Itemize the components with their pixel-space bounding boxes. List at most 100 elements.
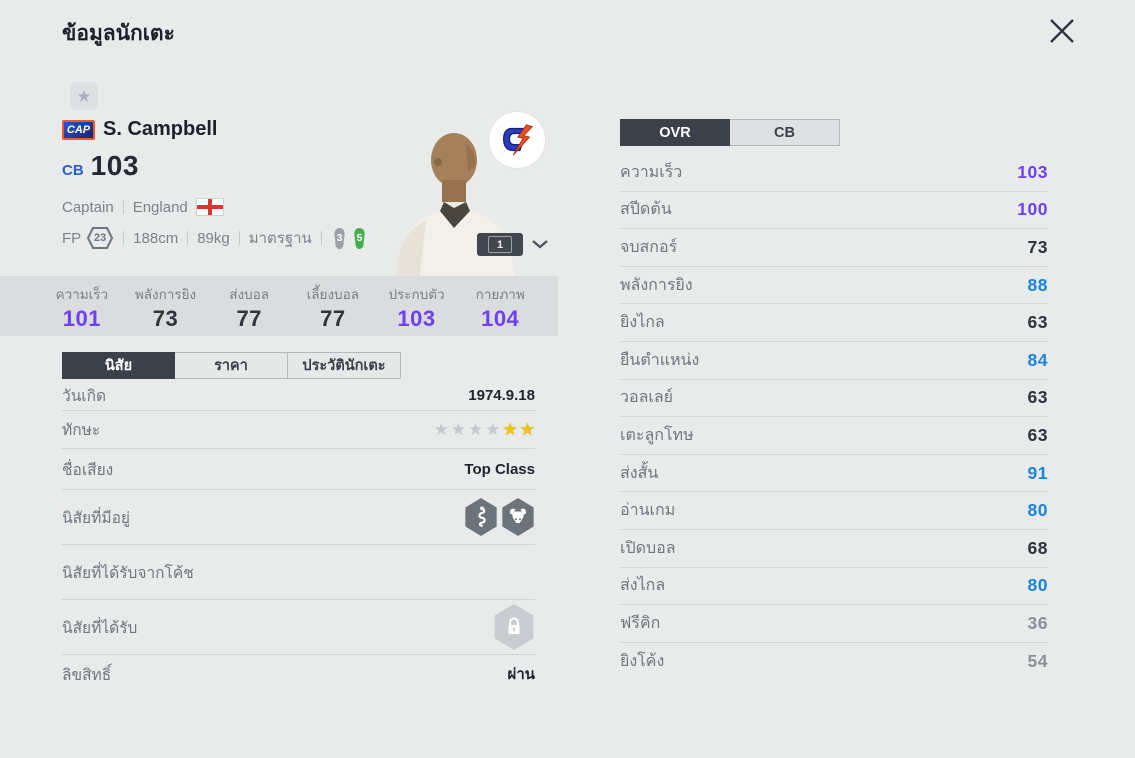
close-button[interactable] bbox=[1040, 10, 1084, 54]
stat-value: 63 bbox=[1027, 312, 1048, 333]
close-icon bbox=[1042, 18, 1082, 54]
divider bbox=[122, 200, 124, 214]
divider bbox=[238, 231, 240, 245]
team-color-emblem bbox=[489, 112, 545, 168]
star-icon: ★ bbox=[76, 86, 92, 106]
hex-stat: เลี้ยงบอล 77 bbox=[291, 276, 375, 336]
info-tab[interactable]: นิสัย bbox=[62, 352, 175, 379]
stat-value: 68 bbox=[1027, 537, 1048, 558]
buffalo-trait-icon[interactable] bbox=[502, 498, 534, 536]
hex-stat-label: ส่งบอล bbox=[229, 286, 270, 302]
hex-stat: ประกบตัว 103 bbox=[375, 276, 459, 336]
chevron-down-icon[interactable] bbox=[531, 236, 549, 254]
fp-value: 23 bbox=[94, 232, 107, 244]
stat-row: ความเร็ว 103 bbox=[620, 154, 1048, 192]
stat-value: 73 bbox=[1027, 236, 1048, 257]
stat-row: วอลเลย์ 63 bbox=[620, 380, 1048, 418]
stat-row: สปีดต้น 100 bbox=[620, 192, 1048, 230]
stat-label: ฟรีคิก bbox=[620, 614, 661, 632]
stat-label: จบสกอร์ bbox=[620, 238, 678, 256]
stat-value: 80 bbox=[1027, 500, 1048, 521]
info-row-value: 1974.9.18 bbox=[468, 387, 535, 404]
player-weight: 89kg bbox=[197, 229, 230, 247]
player-name: S. Campbell bbox=[103, 118, 218, 140]
hex-stat: ส่งบอล 77 bbox=[207, 276, 291, 336]
stat-label: อ่านเกม bbox=[620, 502, 676, 520]
fp-level-badge: 23 bbox=[86, 226, 114, 250]
snake-trait-icon[interactable] bbox=[465, 498, 497, 536]
info-row-label: ชื่อเสียง bbox=[62, 461, 114, 479]
fp-label: FP bbox=[62, 229, 82, 247]
svg-text:5: 5 bbox=[356, 233, 362, 244]
card-level-value: 1 bbox=[488, 236, 512, 253]
star-empty-icon: ★ bbox=[485, 420, 501, 439]
hex-stat-value: 101 bbox=[62, 305, 101, 331]
stat-value: 88 bbox=[1027, 274, 1048, 295]
stat-label: สปีดต้น bbox=[620, 201, 672, 219]
info-table: วันเกิด 1974.9.18 ทักษะ ★ ★ ★ ★ ★ ★ ชื่อเสียง Top … bbox=[62, 381, 535, 693]
stat-label: ยิงไกล bbox=[620, 314, 665, 332]
hex-stat: กายภาพ 104 bbox=[458, 276, 542, 336]
scope-tab[interactable]: OVR bbox=[620, 119, 730, 146]
player-height: 188cm bbox=[133, 229, 179, 247]
player-grade: มาตรฐาน bbox=[248, 230, 312, 247]
captain-cap-badge: CAP bbox=[62, 119, 95, 140]
stat-label: ส่งไกล bbox=[620, 577, 666, 595]
stat-value: 84 bbox=[1027, 349, 1048, 370]
info-tab[interactable]: ราคา bbox=[175, 352, 288, 379]
stat-value: 80 bbox=[1027, 575, 1048, 596]
hex-stat-label: ความเร็ว bbox=[55, 286, 109, 302]
divider bbox=[320, 231, 322, 245]
trait-badges bbox=[464, 498, 535, 536]
captain-label: Captain bbox=[62, 198, 114, 216]
hex-stat-label: พลังการยิง bbox=[134, 286, 197, 302]
favorite-star-badge[interactable]: ★ bbox=[70, 82, 98, 110]
scope-tab[interactable]: CB bbox=[730, 119, 840, 146]
stat-label: พลังการยิง bbox=[620, 276, 693, 294]
stat-value: 91 bbox=[1027, 462, 1048, 483]
hex-stat-value: 77 bbox=[320, 305, 346, 331]
hex-stat-value: 103 bbox=[397, 305, 436, 331]
info-row: นิสัยที่ได้รับจากโค้ช bbox=[62, 545, 535, 600]
hex-stat-value: 104 bbox=[481, 305, 520, 331]
stat-row: เปิดบอล 68 bbox=[620, 530, 1048, 568]
svg-text:3: 3 bbox=[336, 233, 342, 244]
info-tab[interactable]: ประวัตินักเตะ bbox=[288, 352, 401, 379]
stat-row: เตะลูกโทษ 63 bbox=[620, 417, 1048, 455]
player-name-row: CAP S. Campbell bbox=[62, 118, 217, 141]
info-row: ชื่อเสียง Top Class bbox=[62, 449, 535, 490]
info-row-label: วันเกิด bbox=[62, 388, 107, 405]
divider bbox=[123, 231, 125, 245]
player-position: CB bbox=[62, 162, 84, 179]
hex-stat: ความเร็ว 101 bbox=[40, 276, 124, 336]
detailed-stats-list: ความเร็ว 103 สปีดต้น 100 จบสกอร์ 73 พลังการยิง… bbox=[620, 154, 1048, 680]
stat-value: 103 bbox=[1017, 161, 1048, 182]
stat-label: เตะลูกโทษ bbox=[620, 426, 694, 444]
player-photo bbox=[396, 133, 514, 276]
hex-stat-value: 77 bbox=[236, 305, 262, 331]
stat-row: จบสกอร์ 73 bbox=[620, 229, 1048, 267]
info-row-label: ลิขสิทธิ์ bbox=[62, 666, 112, 684]
info-row-label: นิสัยที่ได้รับ bbox=[62, 619, 138, 637]
divider bbox=[187, 231, 189, 245]
player-position-rating: CB 103 bbox=[62, 150, 139, 182]
hex-stat-value: 73 bbox=[152, 305, 179, 331]
nation-label: England bbox=[132, 198, 188, 216]
info-row-value: Top Class bbox=[464, 460, 535, 478]
stat-label: ยิงโค้ง bbox=[620, 653, 665, 671]
info-row: วันเกิด 1974.9.18 bbox=[62, 381, 535, 411]
player-rating: 103 bbox=[90, 150, 139, 181]
info-row: นิสัยที่ได้รับ bbox=[62, 600, 535, 655]
stat-value: 100 bbox=[1017, 199, 1048, 220]
info-row: ทักษะ ★ ★ ★ ★ ★ ★ bbox=[62, 411, 535, 449]
info-row: ลิขสิทธิ์ ผ่าน bbox=[62, 655, 535, 693]
card-level-badge[interactable]: 1 bbox=[477, 233, 523, 256]
hexagon-outline-icon bbox=[87, 227, 114, 249]
hex-stat-label: ประกบตัว bbox=[388, 286, 445, 302]
boot-level-badge: 3 bbox=[331, 227, 348, 250]
lock-icon bbox=[494, 604, 534, 650]
england-flag-icon bbox=[195, 198, 224, 216]
stat-label: ส่งสั้น bbox=[620, 464, 659, 482]
